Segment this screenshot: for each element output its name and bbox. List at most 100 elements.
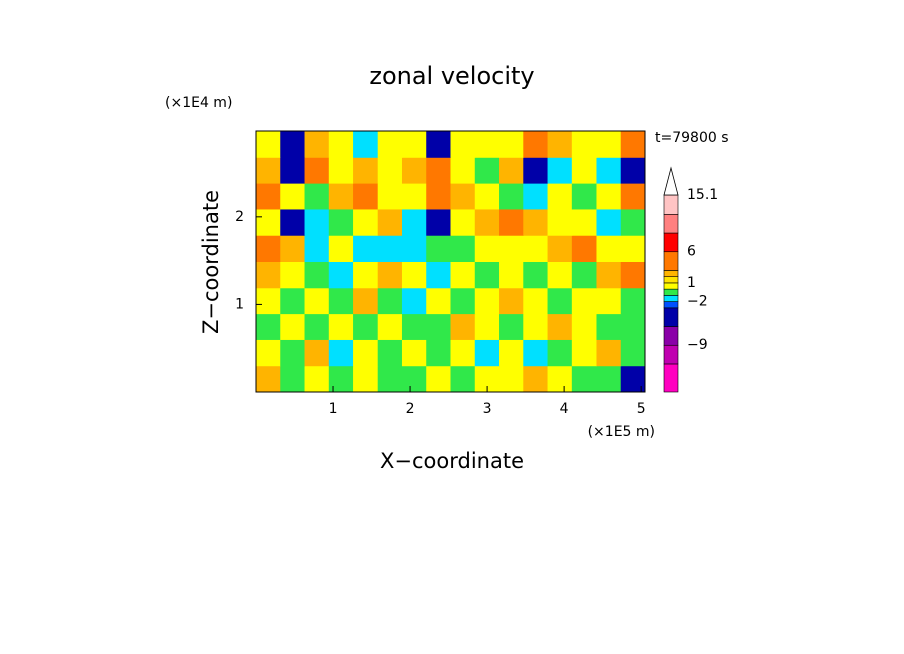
contour-cell <box>450 339 476 367</box>
contour-cell <box>547 183 573 210</box>
contour-cell <box>474 131 500 158</box>
contour-cell <box>304 261 330 289</box>
contour-cell <box>328 157 354 184</box>
contour-cell <box>280 183 306 210</box>
colorbar-box <box>663 307 679 327</box>
contour-cell <box>523 339 549 367</box>
contour-cell <box>450 287 476 315</box>
contour-cell <box>353 365 379 393</box>
contour-cell <box>401 235 427 262</box>
x-tick-label: 4 <box>560 401 569 417</box>
contour-cell <box>426 365 451 393</box>
contour-cell <box>547 208 573 236</box>
contour-cell <box>256 339 281 367</box>
colorbar-box <box>663 270 679 277</box>
contour-cell <box>499 313 524 340</box>
contour-cell <box>474 235 500 262</box>
contour-cell <box>547 365 573 393</box>
contour-cell <box>571 235 597 262</box>
contour-cell <box>450 365 476 393</box>
x-tick-label: 5 <box>637 401 646 417</box>
contour-cell <box>620 365 646 393</box>
contour-cell <box>280 157 306 184</box>
contour-cell <box>499 157 524 184</box>
contour-cell <box>426 287 451 315</box>
contour-cell <box>571 287 597 315</box>
contour-cell <box>474 157 500 184</box>
contour-cell <box>353 131 379 158</box>
contour-cell <box>499 261 524 289</box>
contour-cell <box>401 183 427 210</box>
contour-cell <box>328 208 354 236</box>
contour-cell <box>304 287 330 315</box>
x-tick-label: 1 <box>329 401 338 417</box>
contour-cell <box>426 183 451 210</box>
contour-cell <box>547 339 573 367</box>
contour-cell <box>256 235 281 262</box>
contour-cell <box>353 313 379 340</box>
plot-frame <box>255 130 646 393</box>
contour-cell <box>328 287 354 315</box>
colorbar-box <box>663 288 679 296</box>
contour-cell <box>450 313 476 340</box>
contour-cell <box>304 183 330 210</box>
contour-cell <box>523 157 549 184</box>
contour-cell <box>620 339 646 367</box>
contour-cell <box>426 235 451 262</box>
contour-cell <box>426 157 451 184</box>
contour-cell <box>596 157 622 184</box>
contour-cell <box>547 235 573 262</box>
contour-cell <box>620 131 646 158</box>
contour-cell <box>620 261 646 289</box>
colorbar-tick-label: −9 <box>687 337 708 353</box>
contour-cell <box>571 365 597 393</box>
contour-cell <box>620 313 646 340</box>
contour-cell <box>620 235 646 262</box>
contour-cell <box>474 339 500 367</box>
contour-cell <box>499 339 524 367</box>
colorbar-box <box>663 326 679 346</box>
contour-cell <box>353 157 379 184</box>
contour-cell <box>596 313 622 340</box>
contour-cell <box>499 131 524 158</box>
contour-cell <box>256 287 281 315</box>
contour-cell <box>304 313 330 340</box>
contour-cell <box>596 287 622 315</box>
contour-cell <box>474 183 500 210</box>
contour-cell <box>523 208 549 236</box>
colorbar-box <box>663 232 679 253</box>
contour-cell <box>304 131 330 158</box>
contour-cell <box>328 183 354 210</box>
contour-cell <box>401 131 427 158</box>
contour-cell <box>256 208 281 236</box>
contour-cell <box>523 235 549 262</box>
contour-cell <box>328 313 354 340</box>
contour-cell <box>304 339 330 367</box>
contour-cell <box>620 287 646 315</box>
contour-cell <box>377 235 403 262</box>
contour-cell <box>596 365 622 393</box>
contour-cell <box>401 208 427 236</box>
contour-cell <box>377 183 403 210</box>
colorbar-box <box>663 251 679 271</box>
contour-cell <box>523 131 549 158</box>
contour-cell <box>596 183 622 210</box>
contour-cell <box>377 157 403 184</box>
colorbar-tick-label: −2 <box>687 294 708 310</box>
contour-cell <box>450 208 476 236</box>
contour-cell <box>426 313 451 340</box>
contour-cell <box>328 261 354 289</box>
contour-cell <box>571 157 597 184</box>
contour-cell <box>499 235 524 262</box>
colorbar-box <box>663 295 679 302</box>
contour-cell <box>571 131 597 158</box>
contour-cell <box>426 208 451 236</box>
contour-cell <box>401 287 427 315</box>
x-tick-label: 3 <box>483 401 492 417</box>
annotation: t=79800 s <box>655 130 729 146</box>
colorbar-box <box>663 214 679 234</box>
contour-cell <box>353 261 379 289</box>
contour-cell <box>256 157 281 184</box>
contour-cell <box>474 261 500 289</box>
